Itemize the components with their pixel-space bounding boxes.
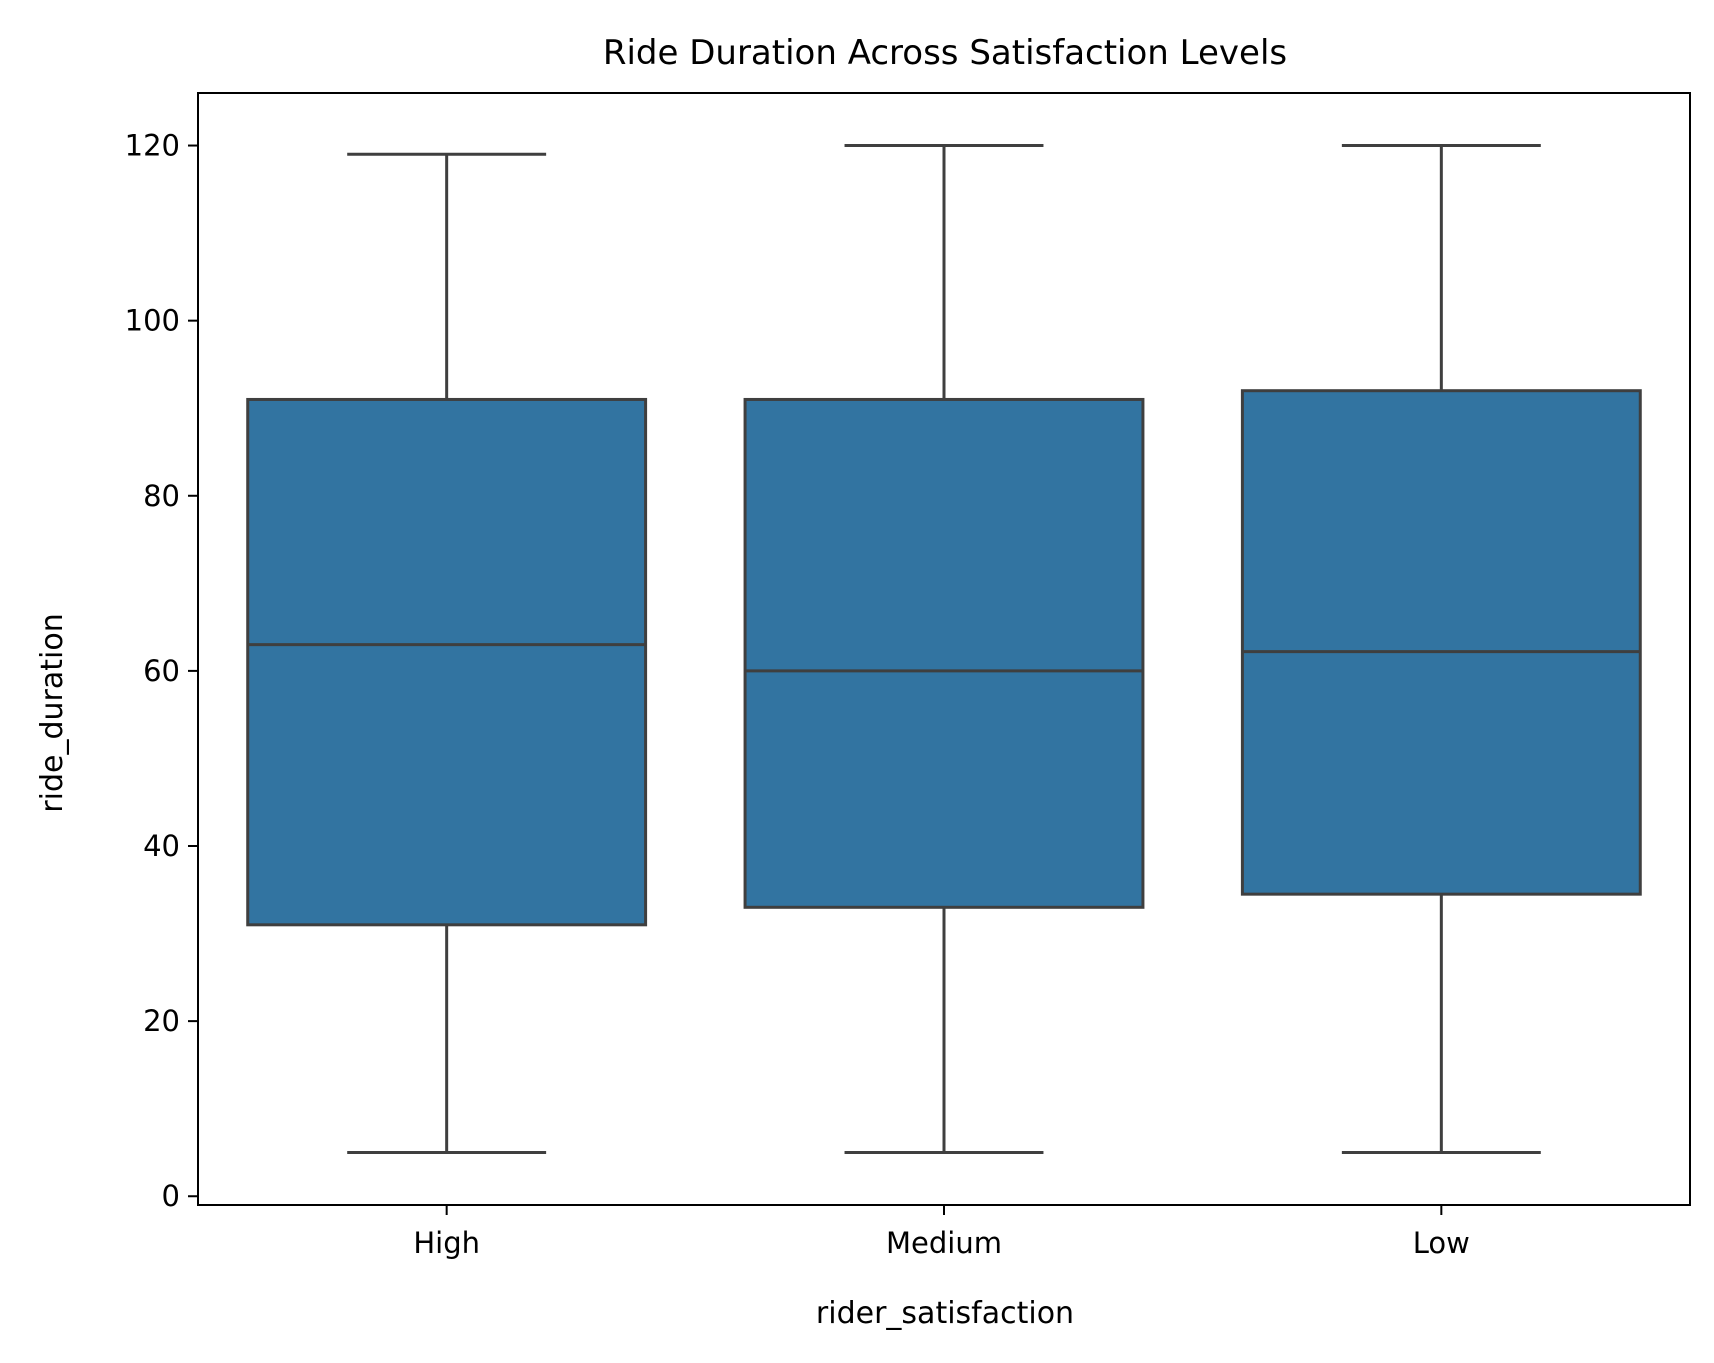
plot-area: 0 20 40 60 80 100 120 High Medium Low (125, 92, 1691, 1260)
y-tick-label: 120 (125, 129, 180, 163)
y-axis-label: ride_duration (35, 613, 70, 812)
y-tick-label: 40 (143, 829, 180, 863)
y-tick-label: 0 (162, 1179, 180, 1213)
box-high (246, 152, 648, 1154)
chart-title: Ride Duration Across Satisfaction Levels (603, 33, 1287, 73)
x-axis-label: rider_satisfaction (816, 1296, 1074, 1331)
y-tick-label: 100 (125, 304, 180, 338)
box-iqr (246, 397, 648, 927)
y-tick-label: 80 (143, 479, 180, 513)
box-low (1240, 144, 1642, 1154)
box-iqr (743, 397, 1145, 909)
y-tick-label: 60 (143, 654, 180, 688)
box-iqr (1240, 389, 1642, 896)
x-tick-label: Low (1413, 1226, 1470, 1260)
box-medium (743, 144, 1145, 1154)
x-tick-label: High (413, 1226, 480, 1260)
y-tick-label: 20 (143, 1004, 180, 1038)
x-tick-label: Medium (886, 1226, 1002, 1260)
